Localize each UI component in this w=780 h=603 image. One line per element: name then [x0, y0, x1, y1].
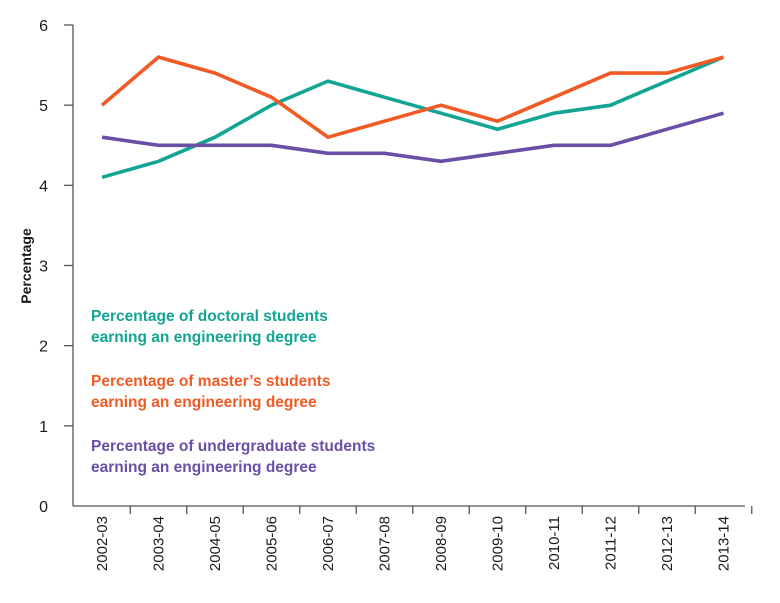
legend-label-doctoral: Percentage of doctoral students	[91, 308, 328, 325]
x-tick-label: 2005-06	[264, 516, 281, 571]
y-tick-label: 4	[39, 178, 48, 195]
legend-label-undergraduate: earning an engineering degree	[91, 459, 317, 476]
axes	[72, 25, 745, 507]
y-tick-label: 1	[39, 419, 48, 436]
x-tick-label: 2006-07	[320, 516, 337, 571]
legend-label-masters: Percentage of master’s students	[91, 373, 330, 390]
y-tick-label: 5	[39, 98, 48, 115]
x-tick-label: 2013-14	[716, 516, 733, 571]
x-tick-label: 2010-11	[546, 516, 563, 570]
legend-label-masters: earning an engineering degree	[91, 394, 317, 411]
x-tick-label: 2012-13	[659, 516, 676, 571]
series-line-masters	[100, 55, 724, 140]
y-axis-title: Percentage	[18, 228, 34, 304]
x-tick-label: 2007-08	[377, 516, 394, 571]
series-line-doctoral	[101, 55, 725, 180]
x-tick-label: 2002-03	[94, 516, 111, 571]
y-tick-label: 0	[39, 499, 48, 516]
series-group	[100, 55, 725, 180]
x-tick-label: 2003-04	[151, 516, 168, 571]
legend: Percentage of doctoral students earning a…	[91, 308, 375, 476]
y-tick-label: 6	[39, 18, 48, 35]
x-tick-label: 2009-10	[490, 516, 507, 571]
x-tick-label: 2011-12	[603, 516, 620, 570]
x-ticks: 2002-03 2003-04 2004-05 2005-06 2006-07 2007-…	[94, 506, 753, 571]
x-tick-label: 2004-05	[207, 516, 224, 571]
y-tick-label: 3	[39, 259, 48, 276]
y-ticks: 0 1 2 3 4 5 6	[39, 18, 73, 516]
series-line-undergraduate	[101, 111, 724, 164]
y-tick-label: 2	[39, 339, 48, 356]
legend-label-doctoral: earning an engineering degree	[91, 329, 317, 346]
x-tick-label: 2008-09	[433, 516, 450, 571]
legend-label-undergraduate: Percentage of undergraduate students	[91, 438, 375, 455]
